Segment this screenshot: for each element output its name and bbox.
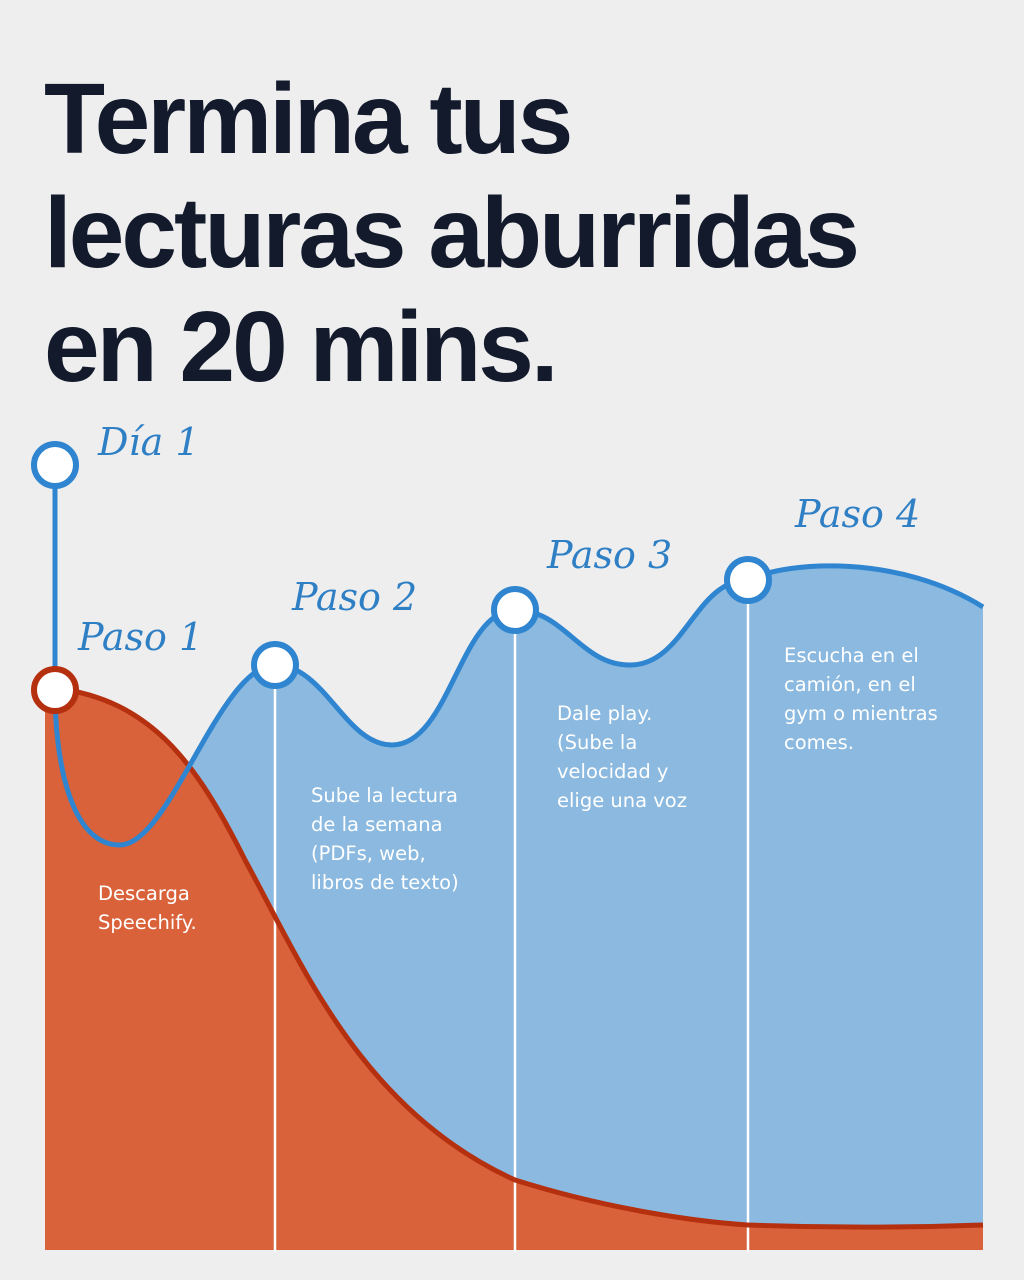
step-3-line: velocidad y (557, 760, 669, 783)
node-paso-2 (251, 641, 299, 689)
step-2-line: libros de texto) (311, 871, 459, 894)
step-4-line: Escucha en el (784, 644, 919, 667)
node-paso-4 (724, 556, 772, 604)
headline-line-1: Termina tus (44, 63, 573, 175)
headline-line-3: en 20 mins. (44, 291, 559, 403)
label-paso-1: Paso 1 (77, 615, 203, 659)
label-paso-4: Paso 4 (794, 492, 920, 536)
step-3-description: Dale play. (Sube la velocidad y elige un… (557, 699, 687, 815)
step-4-line: camión, en el (784, 673, 916, 696)
step-1-description: Descarga Speechify. (98, 879, 197, 937)
step-2-description: Sube la lectura de la semana (PDFs, web,… (311, 781, 459, 897)
node-paso-1 (31, 666, 79, 714)
orange-area (45, 688, 983, 1250)
step-4-description: Escucha en el camión, en el gym o mientr… (784, 641, 938, 757)
node-dia-1 (31, 441, 79, 489)
orange-curve (54, 685, 984, 1230)
step-2-line: Sube la lectura (311, 784, 458, 807)
step-1-line: Speechify. (98, 911, 197, 934)
step-3-line: Dale play. (557, 702, 653, 725)
step-1-line: Descarga (98, 882, 190, 905)
step-2-line: (PDFs, web, (311, 842, 426, 865)
step-3-line: (Sube la (557, 731, 638, 754)
label-dia-1: Día 1 (97, 420, 200, 464)
headline-line-2: lecturas aburridas (44, 177, 860, 289)
label-paso-3: Paso 3 (546, 533, 672, 577)
step-4-line: comes. (784, 731, 855, 754)
node-paso-3 (491, 586, 539, 634)
step-3-line: elige una voz (557, 789, 687, 812)
step-4-line: gym o mientras (784, 702, 938, 725)
step-2-line: de la semana (311, 813, 443, 836)
headline: Termina tus lecturas aburridas en 20 min… (44, 62, 1004, 404)
label-paso-2: Paso 2 (291, 575, 417, 619)
step-dividers (273, 595, 750, 1252)
